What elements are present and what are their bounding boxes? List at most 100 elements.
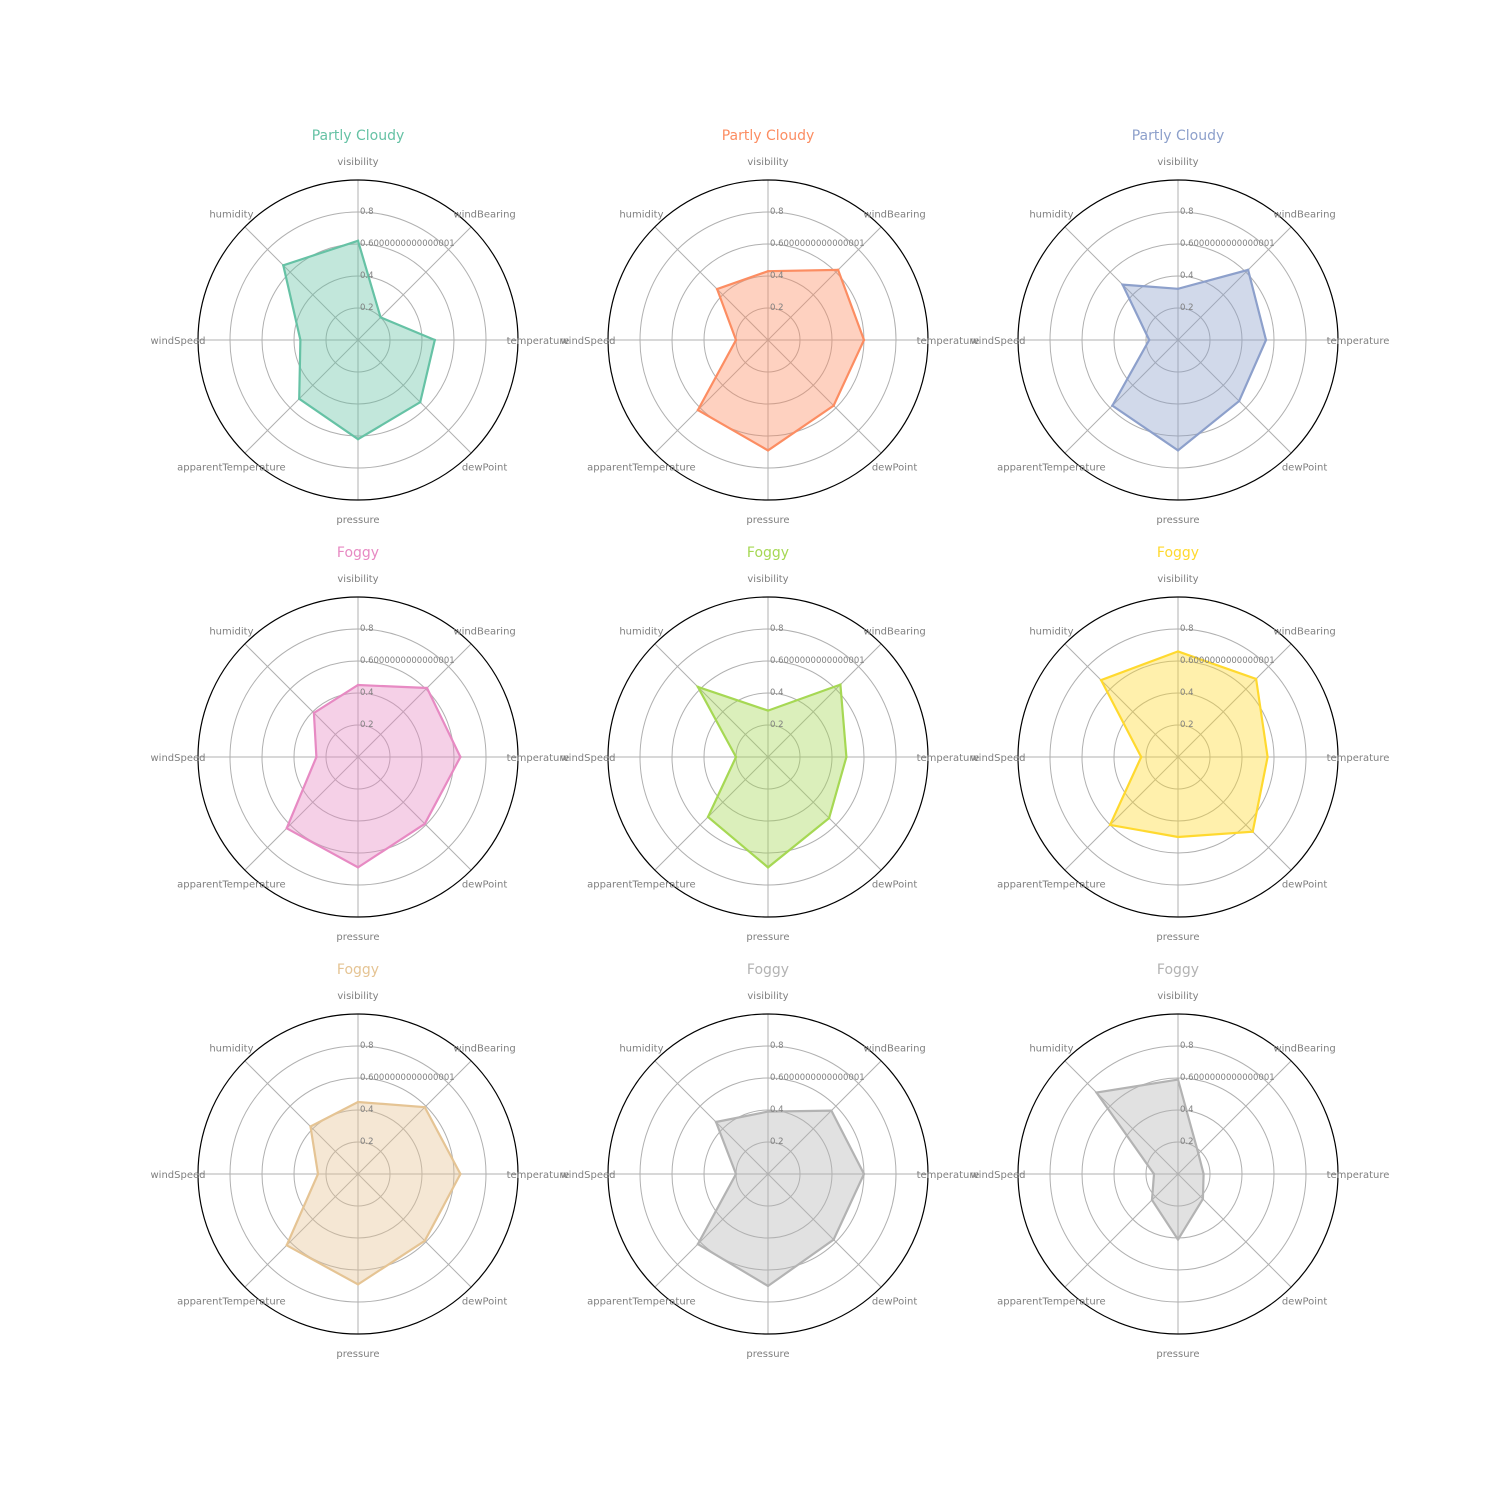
- spoke-humidity: [654, 226, 769, 341]
- r-tick-label: 0.2: [770, 303, 784, 313]
- axis-label-visibility: visibility: [337, 574, 378, 585]
- data-point-dewPoint: [827, 816, 831, 820]
- r-tick-label: 0.2: [770, 1137, 784, 1147]
- axis-label-temperature: temperature: [507, 753, 570, 764]
- polar-frame: [607, 1013, 929, 1335]
- data-point-dewPoint: [832, 404, 835, 407]
- polar-frame: [607, 596, 929, 918]
- r-tick-label: 0.6000000000000001: [360, 1073, 455, 1083]
- axis-label-pressure: pressure: [746, 932, 789, 943]
- r-tick-label: 0.2: [770, 720, 784, 730]
- axis-label-visibility: visibility: [337, 991, 378, 1002]
- axis-label-apparentTemperature: apparentTemperature: [177, 1297, 286, 1308]
- data-point-humidity: [1099, 678, 1103, 682]
- spoke-dewPoint: [357, 339, 472, 454]
- axis-label-windBearing: windBearing: [1273, 1043, 1335, 1054]
- axis-label-windBearing: windBearing: [453, 1043, 515, 1054]
- axis-label-dewPoint: dewPoint: [462, 463, 508, 474]
- data-point-apparentTemperature: [1108, 823, 1112, 827]
- axis-label-temperature: temperature: [917, 336, 980, 347]
- axis-label-temperature: temperature: [917, 1170, 980, 1181]
- data-point-apparentTemperature: [1150, 1198, 1154, 1202]
- axis-label-windBearing: windBearing: [1273, 209, 1335, 220]
- polar-frame: [1017, 1013, 1339, 1335]
- spoke-dewPoint: [357, 1173, 472, 1288]
- r-tick-label: 0.6000000000000001: [360, 656, 455, 666]
- r-tick-label: 0.8: [770, 1041, 784, 1051]
- axis-label-apparentTemperature: apparentTemperature: [177, 463, 286, 474]
- axis-label-windSpeed: windSpeed: [151, 1170, 206, 1181]
- r-tick-label: 0.2: [1180, 1137, 1194, 1147]
- data-point-dewPoint: [423, 1239, 426, 1242]
- data-point-humidity: [714, 1120, 718, 1124]
- spoke-dewPoint: [1177, 1173, 1292, 1288]
- data-point-windBearing: [379, 316, 382, 319]
- data-point-pressure: [1176, 449, 1180, 452]
- data-point-dewPoint: [1251, 830, 1254, 833]
- r-tick-label: 0.8: [1180, 624, 1194, 634]
- spoke-windBearing: [357, 1060, 472, 1175]
- radar-panel: 0.2 0.4 0.6000000000000001 0.8 temperature wi…: [971, 962, 1390, 1360]
- axis-label-windBearing: windBearing: [1273, 626, 1335, 637]
- data-point-humidity: [715, 287, 719, 291]
- spoke-apparentTemperature: [654, 756, 769, 871]
- r-tick-label: 0.6000000000000001: [1180, 1073, 1275, 1083]
- axis-label-apparentTemperature: apparentTemperature: [587, 880, 696, 891]
- axis-label-windBearing: windBearing: [453, 626, 515, 637]
- r-tick-label: 0.4: [360, 271, 374, 281]
- data-point-apparentTemperature: [706, 815, 710, 819]
- r-tick-label: 0.6000000000000001: [770, 239, 865, 249]
- panel-title: Foggy: [337, 962, 379, 978]
- spoke-dewPoint: [357, 756, 472, 871]
- axis-label-windSpeed: windSpeed: [561, 753, 616, 764]
- data-point-pressure: [356, 1283, 360, 1286]
- axis-label-apparentTemperature: apparentTemperature: [997, 880, 1106, 891]
- r-tick-label: 0.2: [360, 303, 374, 313]
- r-tick-label: 0.6000000000000001: [770, 656, 865, 666]
- axis-label-visibility: visibility: [1157, 157, 1198, 168]
- spoke-apparentTemperature: [1064, 756, 1179, 871]
- spoke-apparentTemperature: [654, 1173, 769, 1288]
- data-point-visibility: [766, 270, 770, 273]
- panel-title: Partly Cloudy: [1132, 128, 1225, 144]
- data-point-apparentTemperature: [696, 408, 700, 412]
- data-point-visibility: [356, 683, 360, 687]
- data-point-dewPoint: [419, 401, 422, 404]
- axis-label-windSpeed: windSpeed: [151, 753, 206, 764]
- r-tick-label: 0.6000000000000001: [1180, 656, 1275, 666]
- data-point-humidity: [312, 711, 316, 715]
- spoke-apparentTemperature: [244, 756, 359, 871]
- axis-label-temperature: temperature: [507, 336, 570, 347]
- data-point-windSpeed: [316, 1172, 320, 1176]
- data-point-humidity: [309, 1125, 312, 1128]
- r-tick-label: 0.4: [360, 688, 374, 698]
- axis-label-humidity: humidity: [209, 626, 253, 637]
- data-point-apparentTemperature: [285, 827, 288, 830]
- data-point-windSpeed: [1140, 755, 1143, 759]
- axis-label-pressure: pressure: [1156, 932, 1199, 943]
- r-tick-label: 0.8: [770, 624, 784, 634]
- axis-label-humidity: humidity: [209, 209, 253, 220]
- radar-panel: 0.2 0.4 0.6000000000000001 0.8 temperature wi…: [151, 962, 570, 1360]
- spoke-windBearing: [767, 226, 882, 341]
- radar-panel: 0.2 0.4 0.6000000000000001 0.8 temperature wi…: [561, 128, 980, 526]
- axis-label-pressure: pressure: [746, 1349, 789, 1360]
- axis-label-visibility: visibility: [747, 574, 788, 585]
- data-point-visibility: [1176, 650, 1180, 653]
- data-point-temperature: [1264, 338, 1268, 342]
- axis-label-pressure: pressure: [1156, 515, 1199, 526]
- spoke-dewPoint: [767, 339, 882, 454]
- data-point-pressure: [1176, 1238, 1180, 1241]
- r-tick-label: 0.6000000000000001: [360, 239, 455, 249]
- series-polygon: [1094, 1078, 1205, 1242]
- spoke-windBearing: [1177, 643, 1292, 758]
- spoke-apparentTemperature: [1064, 339, 1179, 454]
- axis-label-visibility: visibility: [747, 991, 788, 1002]
- data-point-dewPoint: [1201, 1197, 1205, 1201]
- data-point-windSpeed: [315, 755, 318, 759]
- data-point-dewPoint: [1237, 399, 1241, 403]
- polar-frame: [1017, 179, 1339, 501]
- data-point-humidity: [1095, 1091, 1098, 1094]
- r-tick-label: 0.4: [770, 1105, 784, 1115]
